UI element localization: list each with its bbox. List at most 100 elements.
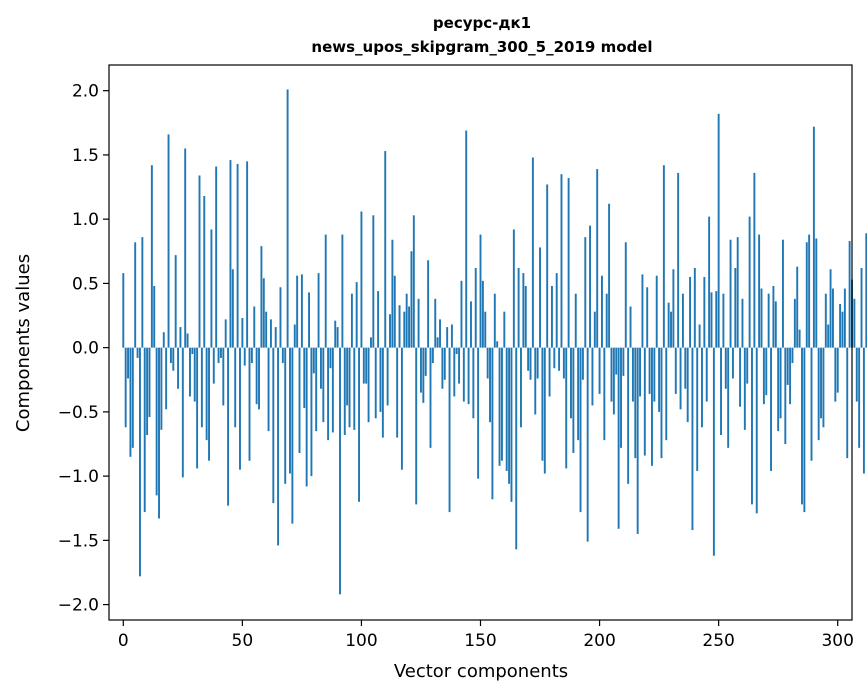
bar-50	[241, 318, 244, 348]
bar-14	[155, 347, 158, 496]
bar-203	[605, 293, 608, 348]
bar-116	[398, 305, 401, 348]
bar-261	[743, 347, 746, 430]
bar-129	[429, 347, 432, 448]
bar-37	[210, 229, 213, 348]
bar-130	[431, 347, 434, 364]
bar-155	[491, 347, 494, 500]
bar-13	[153, 285, 156, 348]
bar-34	[203, 196, 206, 348]
bar-168	[522, 273, 525, 348]
bar-160	[503, 311, 506, 348]
y-tick-label: −2.0	[58, 596, 99, 616]
bar-269	[762, 347, 765, 405]
bar-96	[350, 293, 353, 348]
bar-119	[405, 293, 408, 348]
bar-218	[641, 274, 644, 348]
bar-112	[389, 314, 391, 348]
bar-292	[817, 347, 820, 441]
bar-52	[246, 161, 249, 348]
bar-186	[565, 347, 568, 469]
x-tick-label: 50	[232, 631, 254, 651]
bar-86	[327, 347, 330, 441]
x-tick-label: 250	[702, 631, 734, 651]
bar-134	[441, 347, 444, 389]
bar-60	[265, 311, 268, 348]
bar-136	[446, 327, 449, 348]
bar-88	[331, 347, 334, 433]
bar-274	[774, 301, 777, 348]
bar-6	[136, 347, 139, 358]
bar-211	[624, 242, 627, 348]
bar-265	[753, 172, 756, 348]
bar-259	[739, 347, 742, 407]
bar-121	[410, 251, 413, 348]
bar-199	[596, 169, 599, 348]
bar-258	[736, 237, 739, 348]
bar-42	[222, 347, 225, 406]
bar-17	[162, 332, 165, 348]
bar-157	[496, 341, 499, 348]
bar-266	[755, 347, 758, 514]
bar-122	[412, 215, 415, 348]
bar-106	[374, 347, 377, 419]
bar-66	[279, 287, 282, 348]
bar-158	[498, 347, 501, 466]
bar-282	[793, 298, 796, 348]
bar-253	[724, 347, 727, 389]
bar-250	[717, 113, 720, 348]
bar-45	[229, 160, 232, 348]
bar-117	[400, 347, 403, 470]
bars-group	[122, 89, 867, 595]
bar-8	[141, 237, 144, 348]
bar-187	[567, 178, 570, 348]
bar-11	[148, 347, 151, 418]
bar-93	[343, 347, 346, 435]
bar-232	[674, 347, 677, 394]
bar-18	[165, 347, 168, 410]
bar-231	[672, 269, 675, 348]
bar-90	[336, 327, 339, 348]
bar-104	[370, 337, 372, 348]
bar-176	[541, 347, 544, 461]
bar-81	[315, 347, 318, 432]
bar-149	[477, 347, 480, 479]
bar-51	[243, 347, 246, 366]
bar-46	[231, 269, 234, 348]
bar-189	[572, 347, 575, 453]
bar-288	[808, 234, 811, 348]
bar-65	[277, 347, 280, 546]
bar-280	[789, 347, 792, 405]
bar-94	[346, 347, 349, 406]
y-tick-label: 1.5	[72, 146, 99, 166]
bar-234	[679, 347, 682, 410]
y-tick-label: 2.0	[72, 82, 99, 102]
bar-175	[539, 247, 541, 348]
y-tick-label: 0.5	[72, 274, 99, 294]
bar-296	[827, 324, 830, 348]
bar-165	[515, 347, 518, 550]
bar-181	[553, 347, 556, 369]
bar-305	[848, 241, 851, 348]
bar-182	[555, 273, 558, 348]
bar-57	[258, 347, 260, 410]
bar-222	[651, 347, 653, 466]
bar-4	[131, 347, 134, 448]
bar-194	[584, 237, 587, 348]
bar-294	[822, 347, 825, 428]
bar-153	[486, 347, 489, 379]
bar-53	[248, 347, 251, 461]
bar-226	[660, 347, 663, 459]
bar-20	[169, 347, 172, 364]
bar-179	[548, 347, 551, 397]
bar-212	[627, 347, 630, 484]
bar-44	[227, 347, 230, 506]
x-axis-label: Vector components	[394, 661, 568, 682]
bar-275	[777, 347, 780, 432]
bar-230	[670, 311, 672, 348]
bar-263	[748, 216, 751, 348]
bar-297	[829, 269, 832, 348]
bar-249	[715, 291, 718, 348]
bar-67	[281, 347, 284, 364]
bar-209	[620, 347, 622, 448]
